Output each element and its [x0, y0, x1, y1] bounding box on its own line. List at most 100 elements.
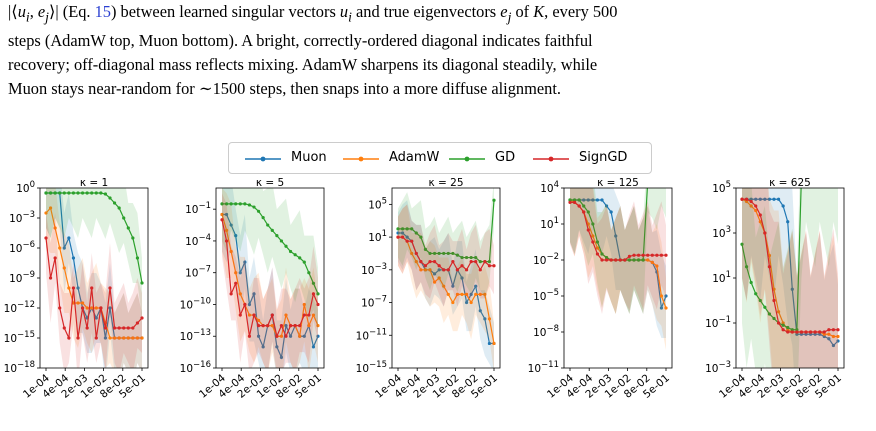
- point-gd: [122, 216, 126, 220]
- point-muon: [595, 198, 600, 202]
- point-signgd: [758, 213, 762, 217]
- point-muon: [487, 341, 492, 346]
- point-signgd: [229, 292, 233, 296]
- point-muon: [758, 197, 762, 201]
- legend-label-adamw: AdamW: [389, 150, 440, 165]
- point-signgd: [446, 268, 450, 272]
- point-adamw: [238, 292, 242, 296]
- point-gd: [754, 292, 758, 296]
- point-adamw: [474, 292, 478, 296]
- point-muon: [818, 332, 822, 336]
- point-gd: [627, 258, 632, 262]
- point-gd: [646, 180, 649, 183]
- point-gd: [396, 227, 400, 231]
- point-muon: [831, 343, 836, 348]
- point-adamw: [284, 313, 288, 317]
- point-signgd: [126, 326, 130, 330]
- point-gd: [414, 231, 418, 235]
- point-gd: [108, 196, 112, 200]
- point-muon: [464, 300, 469, 305]
- point-signgd: [311, 292, 316, 296]
- point-signgd: [460, 264, 464, 268]
- point-signgd: [122, 326, 126, 330]
- band-gd: [570, 188, 666, 314]
- chart-panel-kappa-1: κ = 1 100 10−3 10−6 10−9 10−12 10−15 10−18 1e-04…: [2, 176, 178, 412]
- point-gd: [307, 271, 311, 275]
- point-adamw: [53, 226, 57, 230]
- point-signgd: [94, 336, 98, 340]
- point-gd: [790, 328, 794, 332]
- point-gd: [293, 253, 297, 257]
- point-gd: [604, 256, 609, 260]
- y-tick-label: 105: [368, 196, 387, 211]
- band-signgd: [742, 188, 838, 368]
- point-gd: [298, 256, 302, 260]
- point-gd: [469, 255, 473, 260]
- point-muon: [664, 294, 668, 298]
- point-signgd: [247, 334, 252, 338]
- point-gd: [809, 164, 812, 167]
- point-muon: [763, 197, 767, 201]
- point-muon: [827, 337, 831, 341]
- point-signgd: [772, 298, 776, 303]
- equation-ref[interactable]: 15: [94, 2, 111, 21]
- point-signgd: [786, 330, 790, 334]
- point-signgd: [131, 326, 135, 330]
- point-muon: [776, 197, 781, 201]
- point-adamw: [744, 199, 749, 204]
- point-gd: [112, 201, 117, 205]
- point-gd: [419, 235, 423, 239]
- point-signgd: [655, 253, 659, 257]
- point-adamw: [831, 334, 836, 339]
- point-muon: [316, 334, 320, 338]
- point-signgd: [423, 264, 428, 268]
- point-signgd: [298, 324, 302, 328]
- point-adamw: [646, 258, 650, 262]
- point-muon: [786, 220, 790, 224]
- legend-label-muon: Muon: [291, 150, 327, 165]
- point-gd: [103, 192, 108, 196]
- point-signgd: [790, 330, 794, 334]
- y-tick-label: 10−1: [705, 315, 731, 330]
- point-adamw: [58, 246, 62, 250]
- point-signgd: [58, 306, 62, 310]
- point-adamw: [423, 268, 428, 272]
- point-signgd: [813, 330, 817, 334]
- point-gd: [572, 198, 577, 202]
- point-muon: [275, 345, 279, 349]
- point-signgd: [80, 306, 85, 310]
- point-signgd: [781, 328, 785, 332]
- point-gd: [266, 223, 270, 227]
- point-signgd: [266, 324, 270, 328]
- point-gd: [591, 222, 595, 226]
- point-gd: [767, 312, 772, 316]
- point-gd: [90, 191, 94, 195]
- point-adamw: [767, 253, 772, 258]
- point-gd: [117, 206, 121, 210]
- point-signgd: [591, 240, 595, 244]
- point-muon: [460, 276, 464, 280]
- point-gd: [126, 226, 130, 230]
- point-adamw: [80, 301, 85, 305]
- point-adamw: [108, 336, 112, 340]
- y-tick-label: 10−9: [9, 270, 35, 285]
- point-signgd: [419, 260, 423, 264]
- point-gd: [568, 198, 572, 202]
- point-gd: [827, 164, 830, 167]
- point-muon: [822, 334, 826, 339]
- point-signgd: [432, 260, 437, 264]
- point-adamw: [442, 284, 446, 288]
- point-gd: [814, 164, 817, 167]
- point-signgd: [224, 239, 229, 243]
- point-signgd: [577, 204, 581, 208]
- point-gd: [400, 227, 405, 231]
- point-muon: [813, 332, 817, 336]
- chart-title: κ = 125: [597, 177, 639, 189]
- point-signgd: [664, 253, 668, 257]
- point-signgd: [307, 313, 311, 317]
- point-muon: [799, 332, 804, 336]
- point-gd: [48, 191, 53, 195]
- point-adamw: [90, 306, 94, 310]
- band-muon: [398, 200, 494, 368]
- point-muon: [483, 317, 487, 321]
